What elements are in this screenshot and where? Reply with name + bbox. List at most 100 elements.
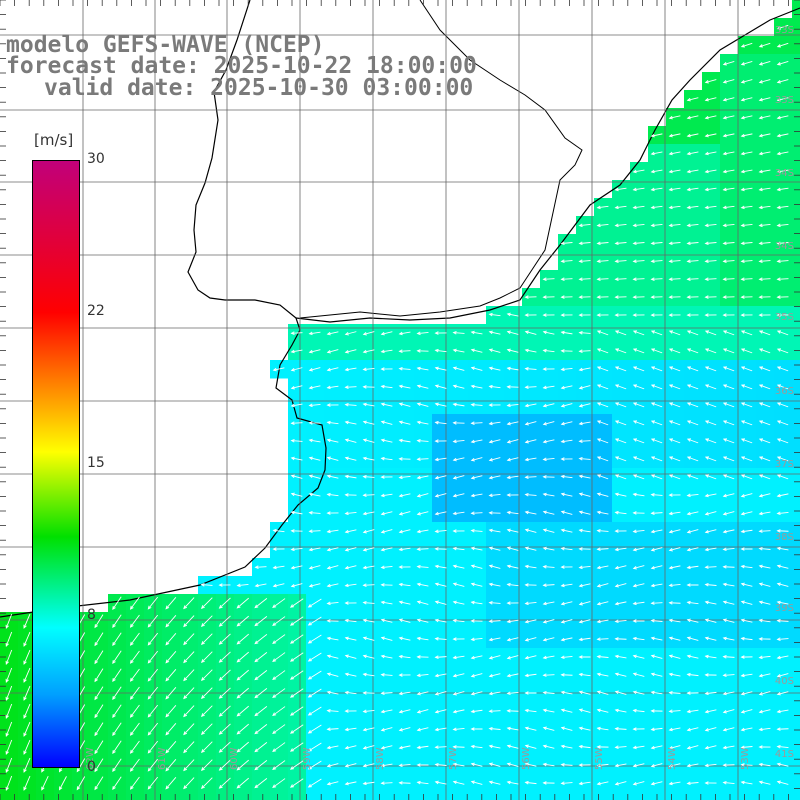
- wind-arrow-icon: [542, 277, 555, 281]
- wind-speed-cell: [702, 792, 721, 800]
- longitude-label: 53W: [740, 747, 751, 770]
- wind-arrow-icon: [289, 742, 304, 752]
- wind-arrow-icon: [344, 420, 357, 425]
- wind-arrow-icon: [218, 705, 231, 717]
- wind-arrow-icon: [218, 687, 231, 699]
- wind-arrow-icon: [776, 187, 789, 192]
- wind-arrow-icon: [704, 547, 717, 552]
- wind-arrow-icon: [542, 655, 555, 660]
- wind-arrow-icon: [650, 565, 663, 570]
- wind-arrow-icon: [596, 492, 609, 497]
- wind-arrow-icon: [614, 384, 627, 390]
- wind-arrow-icon: [524, 457, 537, 462]
- wind-arrow-icon: [398, 618, 411, 623]
- wind-arrow-icon: [272, 724, 286, 735]
- wind-arrow-icon: [704, 366, 717, 372]
- wind-arrow-icon: [722, 636, 735, 641]
- wind-arrow-icon: [218, 777, 231, 789]
- colorbar: [32, 160, 80, 768]
- wind-arrow-icon: [614, 763, 627, 768]
- wind-arrow-icon: [722, 655, 735, 659]
- wind-arrow-icon: [722, 709, 735, 714]
- wind-arrow-icon: [650, 654, 663, 659]
- wind-arrow-icon: [452, 600, 465, 605]
- wind-arrow-icon: [776, 546, 789, 551]
- wind-arrow-icon: [236, 583, 249, 588]
- wind-arrow-icon: [307, 616, 322, 626]
- wind-arrow-icon: [668, 259, 681, 263]
- wind-arrow-icon: [524, 637, 537, 642]
- wind-arrow-icon: [614, 474, 627, 480]
- wind-speed-cell: [792, 630, 800, 649]
- wind-arrow-icon: [704, 151, 717, 156]
- wind-arrow-icon: [740, 420, 753, 426]
- wind-arrow-icon: [650, 529, 663, 534]
- wind-arrow-icon: [147, 596, 159, 610]
- wind-arrow-icon: [722, 223, 735, 228]
- wind-arrow-icon: [344, 618, 357, 623]
- wind-arrow-icon: [344, 402, 357, 407]
- wind-arrow-icon: [524, 366, 537, 371]
- wind-arrow-icon: [129, 704, 140, 718]
- wind-arrow-icon: [289, 616, 304, 626]
- wind-arrow-icon: [470, 366, 483, 371]
- wind-arrow-icon: [578, 601, 591, 606]
- wind-arrow-icon: [452, 637, 465, 641]
- wind-arrow-icon: [344, 709, 357, 713]
- wind-arrow-icon: [632, 565, 645, 570]
- wind-arrow-icon: [506, 546, 519, 551]
- wind-arrow-icon: [362, 529, 375, 534]
- wind-arrow-icon: [650, 384, 663, 390]
- wind-arrow-icon: [308, 403, 321, 408]
- wind-arrow-icon: [596, 529, 609, 533]
- wind-arrow-icon: [614, 727, 627, 731]
- wind-arrow-icon: [23, 685, 31, 701]
- wind-arrow-icon: [704, 187, 717, 192]
- wind-arrow-icon: [542, 619, 555, 624]
- wind-speed-cell: [540, 792, 559, 800]
- wind-arrow-icon: [740, 313, 753, 317]
- wind-arrow-icon: [524, 601, 537, 606]
- wind-arrow-icon: [722, 330, 735, 336]
- wind-arrow-icon: [560, 385, 573, 390]
- wind-speed-cell: [234, 792, 253, 800]
- wind-arrow-icon: [668, 565, 681, 570]
- wind-arrow-icon: [722, 133, 735, 138]
- wind-arrow-icon: [200, 597, 213, 610]
- wind-arrow-icon: [326, 474, 339, 479]
- wind-arrow-icon: [470, 475, 483, 480]
- wind-arrow-icon: [290, 583, 303, 588]
- wind-arrow-icon: [722, 295, 735, 299]
- wind-arrow-icon: [470, 457, 483, 462]
- wind-arrow-icon: [632, 672, 645, 677]
- wind-arrow-icon: [326, 385, 339, 390]
- wind-arrow-icon: [380, 565, 393, 570]
- wind-arrow-icon: [578, 330, 591, 335]
- wind-arrow-icon: [398, 763, 411, 768]
- wind-arrow-icon: [596, 565, 609, 570]
- wind-arrow-icon: [290, 421, 303, 425]
- wind-arrow-icon: [506, 655, 519, 660]
- wind-arrow-icon: [704, 79, 717, 84]
- wind-arrow-icon: [632, 511, 645, 515]
- wind-arrow-icon: [129, 596, 140, 610]
- wind-arrow-icon: [650, 295, 663, 299]
- wind-arrow-icon: [488, 726, 501, 731]
- wind-speed-cell: [792, 216, 800, 235]
- wind-arrow-icon: [488, 457, 501, 462]
- wind-arrow-icon: [704, 384, 717, 390]
- wind-arrow-icon: [452, 691, 465, 696]
- wind-speed-cell: [90, 792, 109, 800]
- wind-arrow-icon: [650, 402, 663, 408]
- wind-arrow-icon: [758, 295, 771, 299]
- wind-arrow-icon: [362, 583, 375, 587]
- wind-arrow-icon: [308, 438, 321, 443]
- wind-arrow-icon: [578, 403, 591, 408]
- wind-arrow-icon: [686, 618, 699, 623]
- wind-arrow-icon: [758, 402, 771, 408]
- wind-arrow-icon: [686, 169, 699, 174]
- wind-arrow-icon: [740, 115, 753, 120]
- wind-speed-cell: [792, 450, 800, 469]
- wind-arrow-icon: [758, 456, 771, 462]
